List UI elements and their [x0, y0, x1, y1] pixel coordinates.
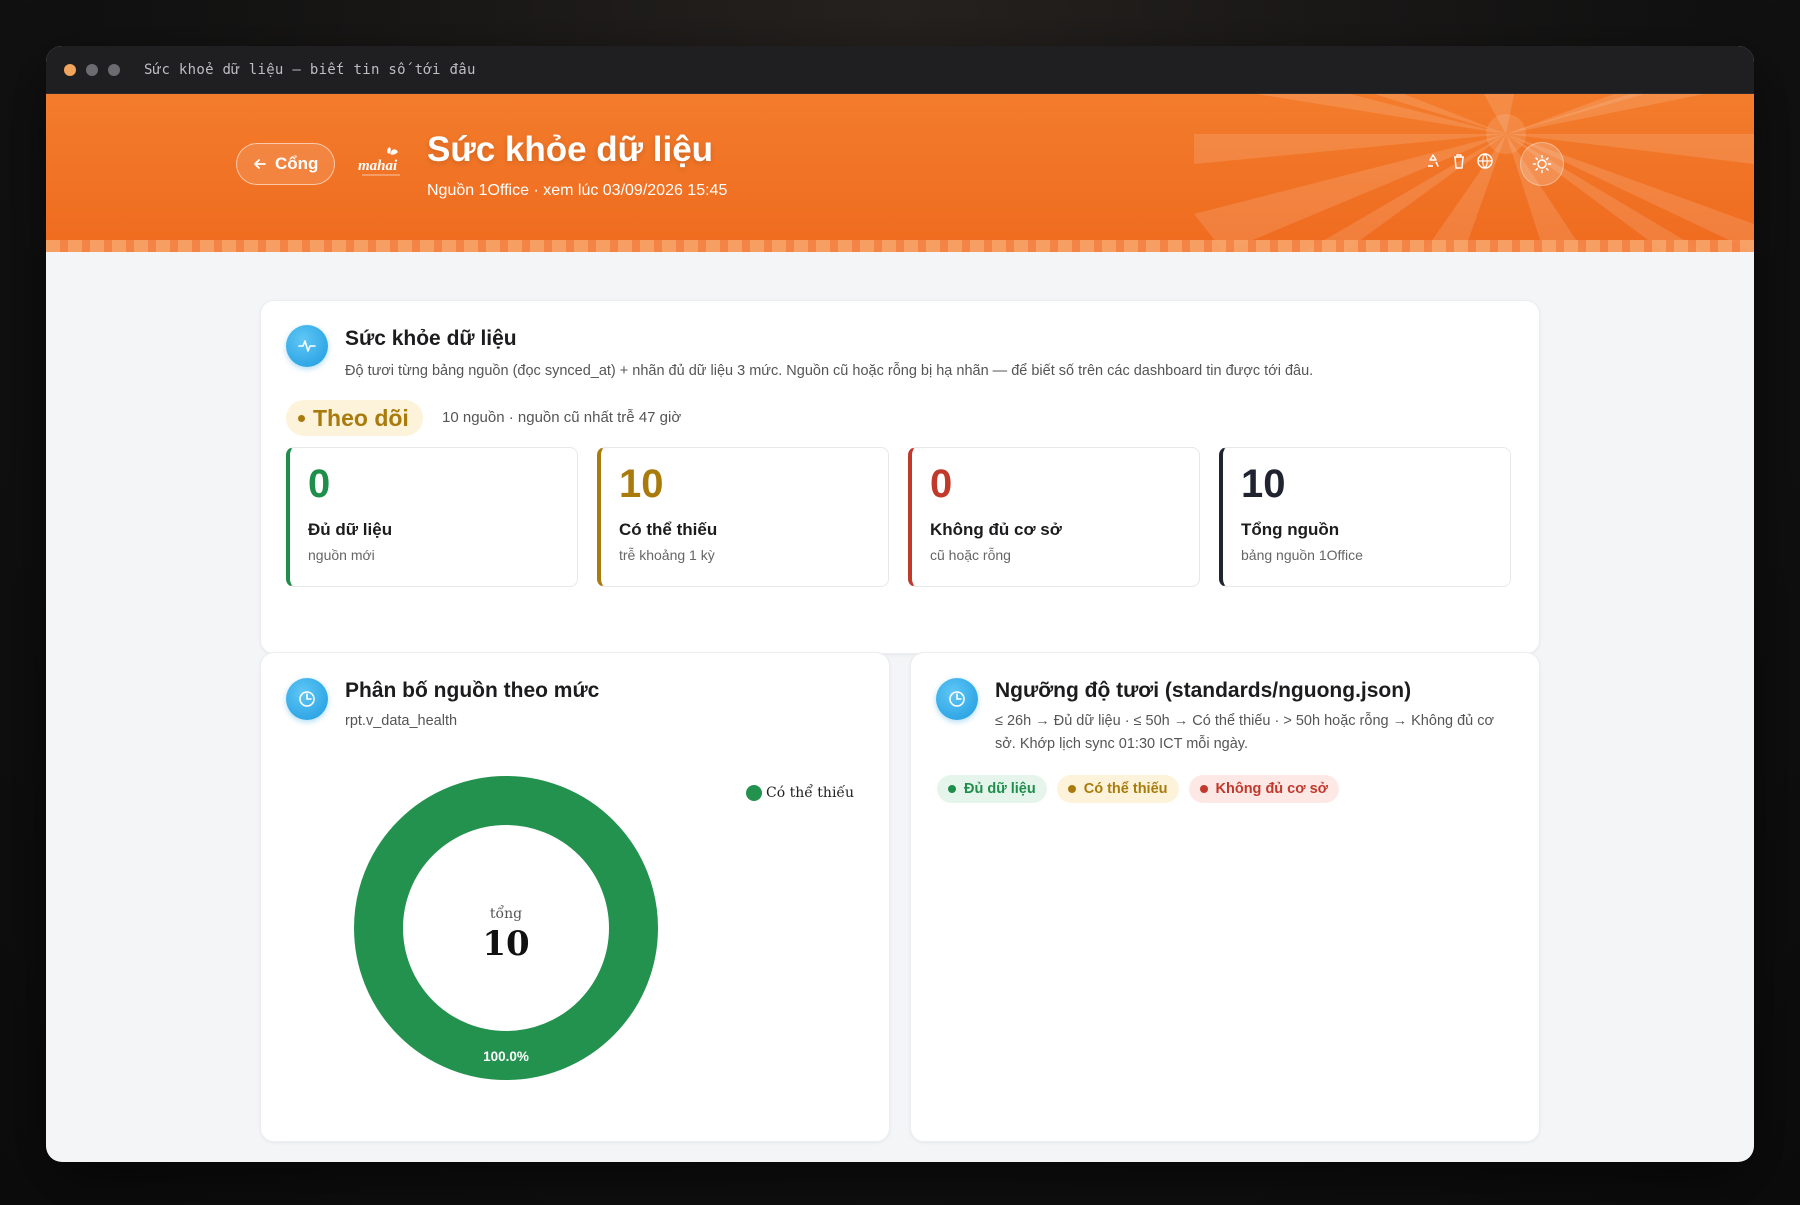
- sun-icon: [1532, 154, 1552, 174]
- window-title: Sức khoẻ dữ liệu — biết tin số tới đâu: [144, 61, 476, 78]
- stat-value: 10: [1241, 462, 1286, 506]
- threshold-card: Ngưỡng độ tươi (standards/nguong.json) ≤…: [910, 652, 1540, 1142]
- chart-legend: Có thể thiếu: [746, 785, 854, 801]
- theme-toggle-button[interactable]: [1520, 142, 1564, 186]
- stat-label: Không đủ cơ sở: [930, 520, 1062, 539]
- page-header: Cổng mahai Sức khỏe dữ liệu Nguồn 1Offic…: [46, 94, 1754, 252]
- chip-du-du-lieu: Đủ dữ liệu: [937, 775, 1047, 803]
- logo-text: mahai: [358, 158, 398, 174]
- stat-value: 0: [308, 462, 331, 506]
- donut-slice: [354, 776, 658, 1080]
- donut-chart: tổng 10 100.0%: [354, 776, 658, 1080]
- stat-card-co-the-thieu: 10 Có thể thiếu trễ khoảng 1 kỳ: [597, 447, 889, 587]
- stat-label: Tổng nguồn: [1241, 520, 1340, 539]
- pulse-icon: [286, 325, 328, 367]
- stat-value: 0: [930, 462, 953, 506]
- chip-label: Đủ dữ liệu: [964, 781, 1036, 797]
- distribution-card: Phân bố nguồn theo mức rpt.v_data_health…: [260, 652, 890, 1142]
- chip-khong-du-co-so: Không đủ cơ sở: [1188, 775, 1339, 803]
- threshold-description: ≤ 26h → Đủ dữ liệu · ≤ 50h → Có thể thiế…: [995, 713, 1495, 752]
- stat-sub: trễ khoảng 1 kỳ: [619, 547, 715, 563]
- trash-icon[interactable]: [1450, 152, 1468, 170]
- status-badge: Theo dõi: [286, 400, 423, 436]
- donut-center-label: tổng: [490, 904, 522, 922]
- legend-label: Có thể thiếu: [766, 785, 855, 801]
- page-title: Sức khỏe dữ liệu: [427, 130, 714, 169]
- minimize-window-button[interactable]: [86, 63, 98, 76]
- threshold-legend-chips: Đủ dữ liệu Có thể thiếu Không đủ cơ sở: [937, 775, 1339, 803]
- stat-sub: bảng nguồn 1Office: [1241, 547, 1363, 563]
- header-actions: [1424, 152, 1494, 170]
- clock-icon: [286, 678, 328, 720]
- stat-card-du-du-lieu: 0 Đủ dữ liệu nguồn mới: [286, 447, 578, 587]
- status-note: 10 nguồn · nguồn cũ nhất trễ 47 giờ: [442, 409, 682, 426]
- health-summary-card: Sức khỏe dữ liệu Độ tươi từng bảng nguồn…: [260, 300, 1540, 654]
- maximize-window-button[interactable]: [108, 63, 120, 76]
- stat-label: Đủ dữ liệu: [308, 520, 393, 539]
- chip-label: Không đủ cơ sở: [1215, 781, 1328, 797]
- back-button-label: Cổng: [275, 154, 319, 173]
- stat-card-khong-du-co-so: 0 Không đủ cơ sở cũ hoặc rỗng: [908, 447, 1200, 587]
- back-to-portal-button[interactable]: Cổng: [236, 143, 336, 185]
- chip-co-the-thieu: Có thể thiếu: [1056, 775, 1179, 803]
- donut-slice-label: 100.0%: [483, 1049, 529, 1064]
- title-bar: Sức khoẻ dữ liệu — biết tin số tới đâu: [46, 46, 1754, 94]
- distribution-card-title: Phân bố nguồn theo mức: [345, 679, 600, 702]
- stat-label: Có thể thiếu: [619, 520, 718, 539]
- stat-sub: nguồn mới: [308, 547, 375, 563]
- chip-label: Có thể thiếu: [1083, 781, 1168, 797]
- legend-swatch: [746, 785, 762, 801]
- sunburst-decoration: [1194, 94, 1754, 252]
- stat-card-tong-nguon: 10 Tổng nguồn bảng nguồn 1Office: [1219, 447, 1511, 587]
- distribution-source: rpt.v_data_health: [345, 713, 458, 729]
- arrow-left-icon: [254, 159, 266, 169]
- threshold-card-title: Ngưỡng độ tươi (standards/nguong.json): [995, 679, 1412, 702]
- app-window: Sức khoẻ dữ liệu — biết tin số tới đâu: [46, 46, 1754, 1162]
- mahai-logo: mahai: [358, 147, 400, 176]
- stat-value: 10: [619, 462, 664, 506]
- clock-icon: [936, 678, 978, 720]
- health-card-title: Sức khỏe dữ liệu: [345, 327, 517, 350]
- donut-center-value: 10: [482, 924, 529, 964]
- status-dot: [298, 414, 305, 422]
- globe-icon[interactable]: [1476, 152, 1494, 170]
- status-label: Theo dõi: [313, 404, 409, 431]
- header-border-pattern: [46, 240, 1754, 252]
- recycle-icon[interactable]: [1424, 152, 1442, 170]
- health-card-description: Độ tươi từng bảng nguồn (đọc synced_at) …: [345, 363, 1314, 379]
- stat-sub: cũ hoặc rỗng: [930, 547, 1011, 563]
- close-window-button[interactable]: [64, 63, 76, 76]
- page-subtitle: Nguồn 1Office · xem lúc 03/09/2026 15:45: [427, 182, 728, 199]
